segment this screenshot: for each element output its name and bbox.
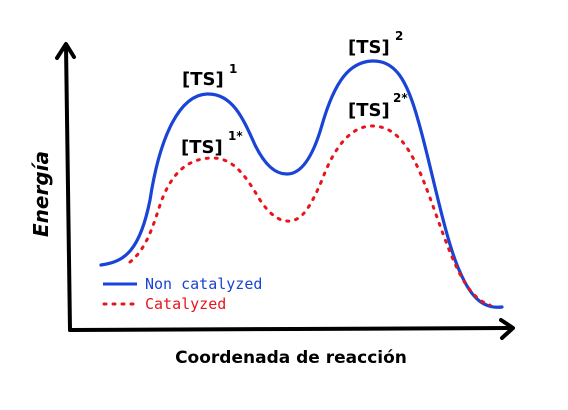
y-axis [55, 42, 76, 332]
svg-text:[TS]: [TS] [182, 69, 224, 90]
x-axis [68, 318, 515, 340]
svg-text:1*: 1* [228, 129, 243, 143]
catalyzed-curve [128, 124, 492, 307]
y-axis-arrow-icon [55, 42, 76, 60]
ts1cat-label: [TS] 1* [181, 129, 243, 158]
ts1-label: [TS] 1 [182, 62, 237, 90]
svg-text:2*: 2* [393, 91, 408, 105]
non-catalyzed-curve [99, 59, 504, 309]
legend-label-non-catalyzed: Non catalyzed [145, 275, 262, 293]
x-axis-title: Coordenada de reacción [175, 348, 407, 368]
y-axis-title: Energía [29, 151, 53, 237]
svg-text:[TS]: [TS] [348, 100, 390, 121]
legend-item-catalyzed: Catalyzed [102, 295, 226, 313]
svg-text:2: 2 [395, 29, 403, 43]
svg-text:[TS]: [TS] [181, 137, 223, 158]
svg-text:[TS]: [TS] [348, 37, 390, 58]
legend-label-catalyzed: Catalyzed [145, 295, 226, 313]
svg-text:1: 1 [229, 62, 237, 76]
legend-item-non-catalyzed: Non catalyzed [103, 275, 262, 293]
ts2cat-label: [TS] 2* [348, 91, 408, 121]
ts2-label: [TS] 2 [348, 29, 403, 58]
x-axis-arrow-icon [499, 318, 515, 340]
legend: Non catalyzed Catalyzed [102, 275, 262, 313]
